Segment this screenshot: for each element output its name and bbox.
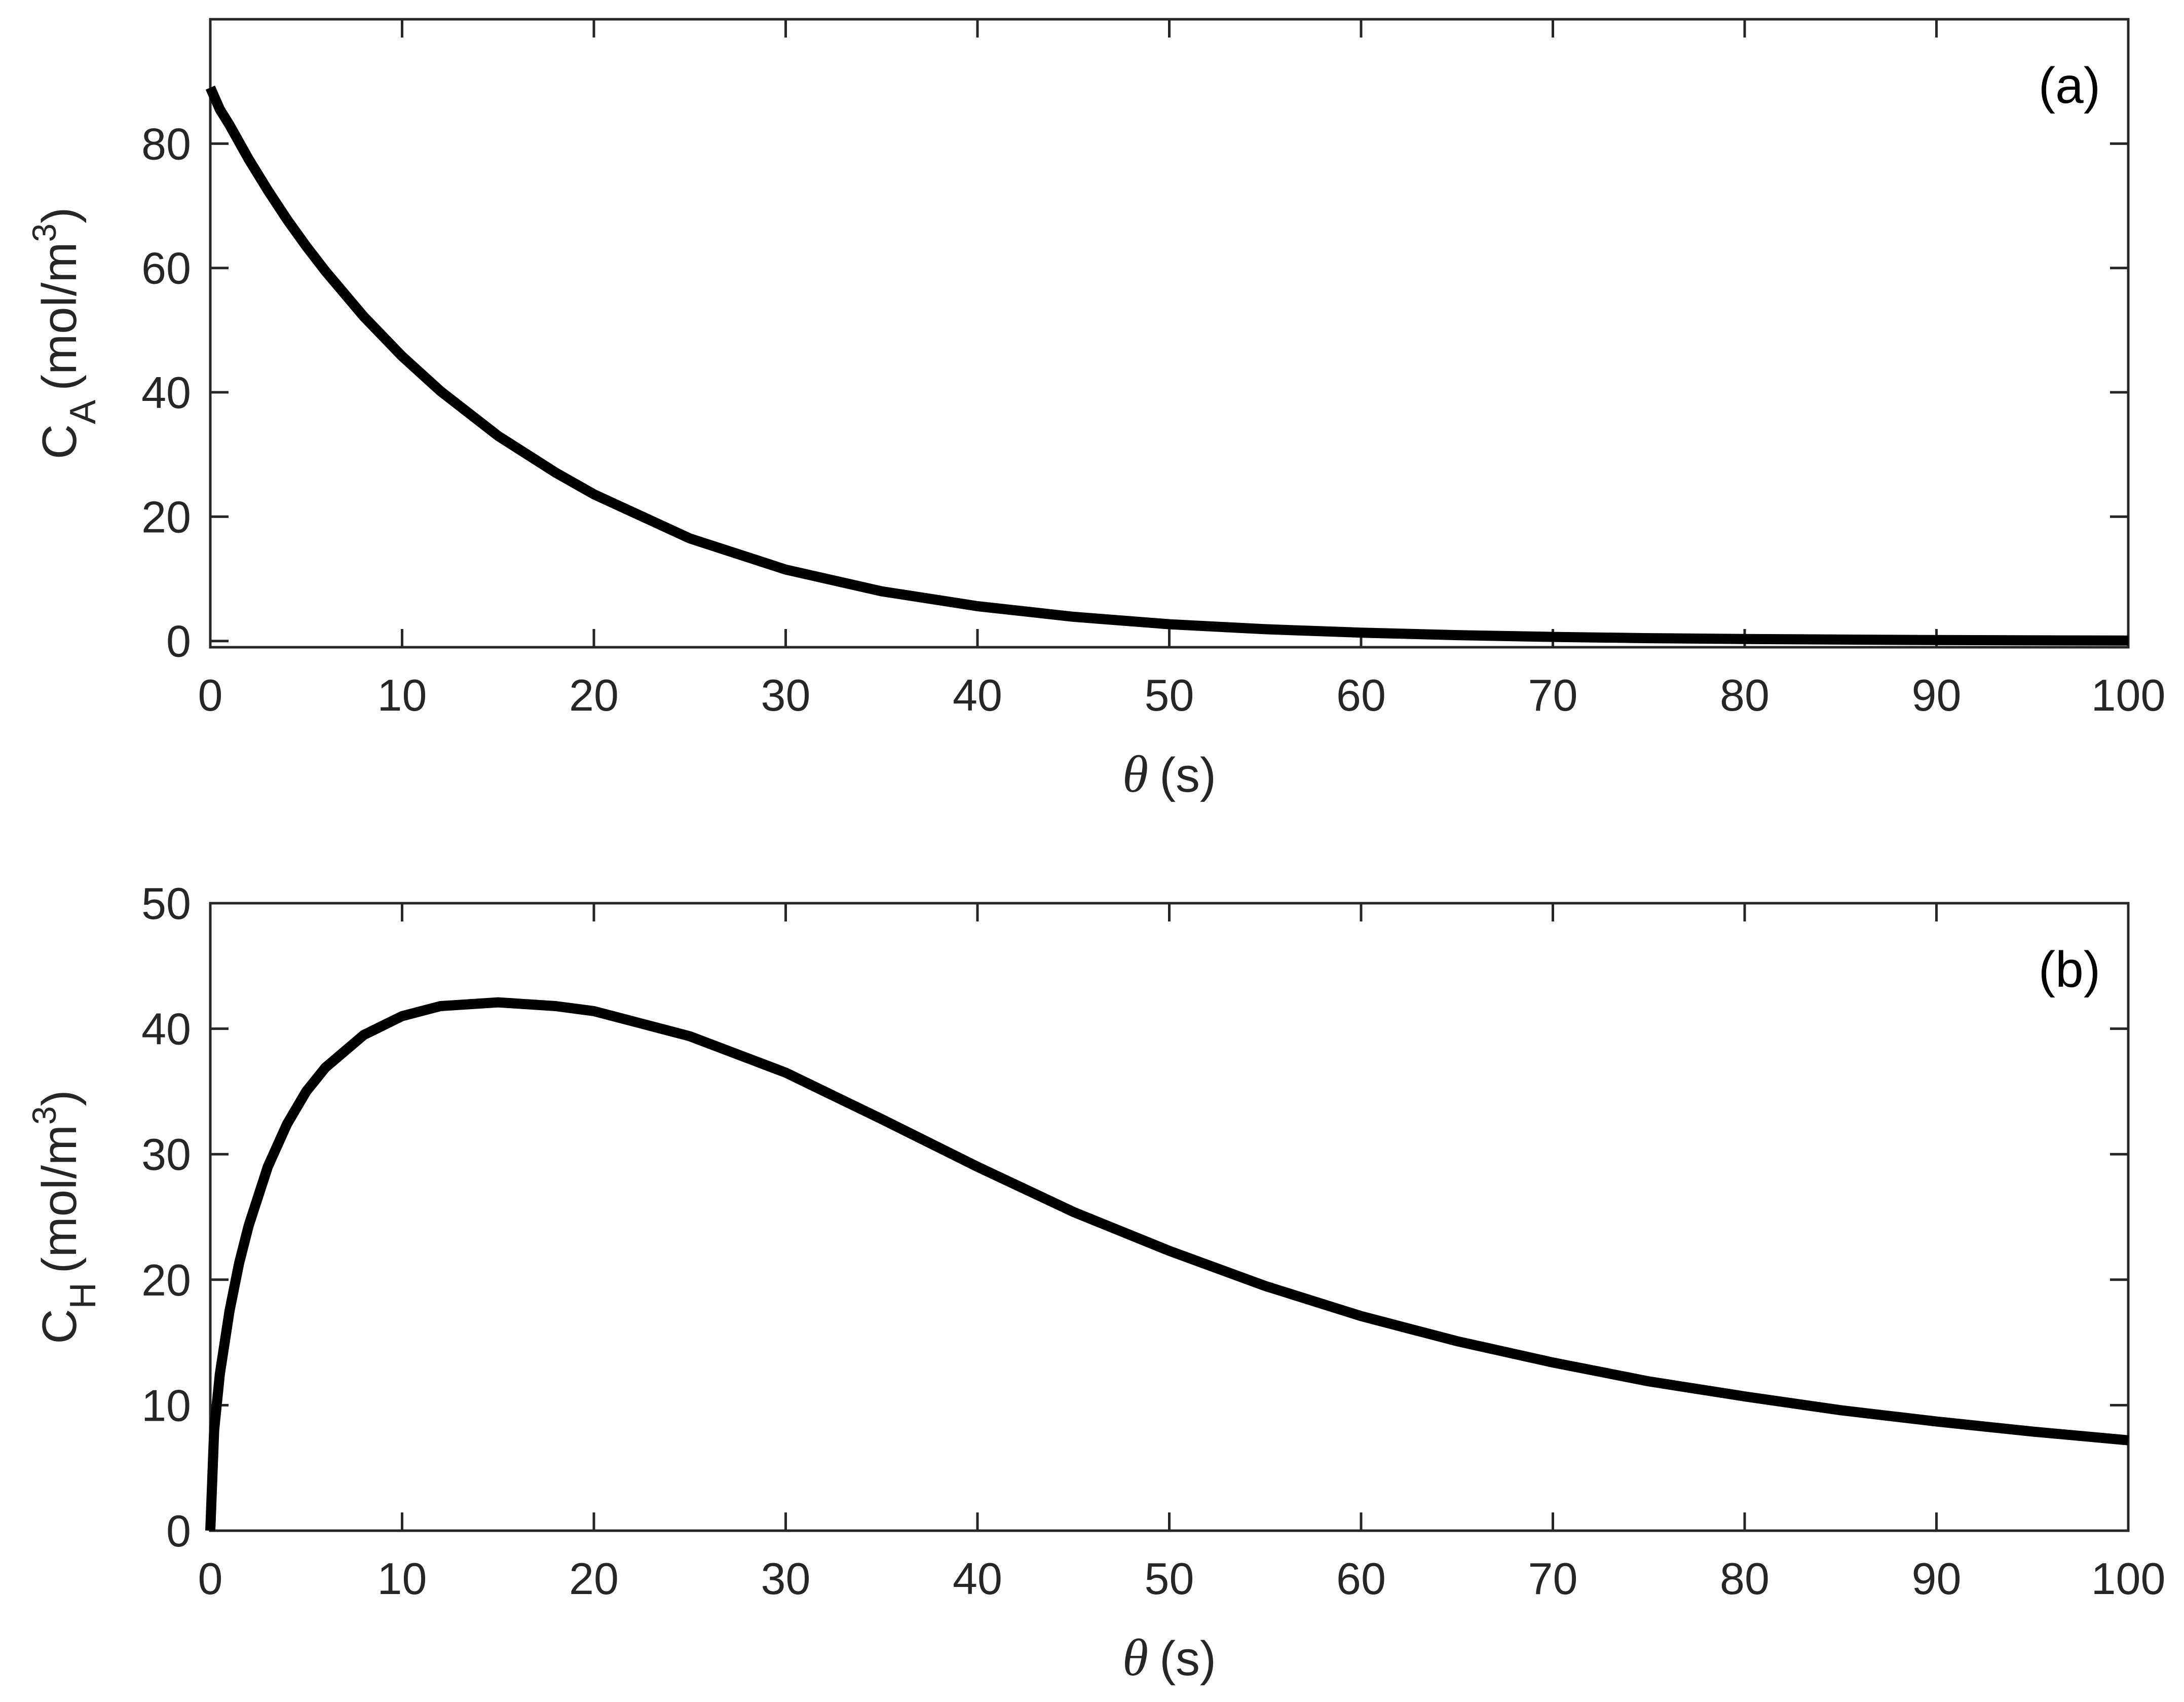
panel-b-xtick-label: 90 xyxy=(1912,1553,1962,1604)
panel-a-xtick-label: 100 xyxy=(2091,670,2166,720)
panel-b-label: (b) xyxy=(2039,941,2100,998)
panel-b-xtick-label: 80 xyxy=(1720,1553,1769,1604)
panel-a-ytick-label: 80 xyxy=(141,119,191,169)
panel-b-xtick-label: 100 xyxy=(2091,1553,2166,1604)
panel-b-xtick-label: 20 xyxy=(569,1553,619,1604)
panel-b-ytick-label: 10 xyxy=(141,1380,191,1430)
panel-b-xtick-label: 50 xyxy=(1145,1553,1194,1604)
xlabel-unit: (s) xyxy=(1159,748,1216,802)
panel-a-ylabel: CA (mol/m3) xyxy=(25,207,103,459)
panel-a-series-line xyxy=(205,85,2129,646)
panel-a-xtick-label: 50 xyxy=(1145,670,1194,720)
panel-a-xtick-label: 90 xyxy=(1912,670,1962,720)
ylabel-subscript: H xyxy=(63,1282,103,1309)
panel-b-xtick-label: 10 xyxy=(378,1553,427,1604)
panel-a-xtick-label: 60 xyxy=(1336,670,1386,720)
panel-a: 0 10 20 30 40 50 60 70 80 90 100 0 20 40 60 80 (a) θ (s) CA… xyxy=(25,18,2166,803)
ylabel-base: C xyxy=(32,424,87,459)
panel-b-ytick-label: 0 xyxy=(166,1506,191,1556)
panel-b-ytick-label: 50 xyxy=(141,878,191,929)
panel-a-axes-frame xyxy=(209,18,2130,649)
theta-symbol: θ xyxy=(1122,1629,1148,1687)
panel-a-xtick-label: 40 xyxy=(953,670,1002,720)
panel-b-xtick-label: 60 xyxy=(1336,1553,1386,1604)
ylabel-unit-suffix: ) xyxy=(32,1090,87,1106)
panel-a-label: (a) xyxy=(2039,57,2100,114)
panel-a-ytick-label: 40 xyxy=(141,367,191,418)
ylabel-superscript: 3 xyxy=(25,224,63,242)
panel-a-xtick-label: 80 xyxy=(1720,670,1769,720)
panel-b-xtick-label: 70 xyxy=(1528,1553,1578,1604)
ylabel-superscript: 3 xyxy=(25,1106,63,1125)
panel-a-xtick-label: 30 xyxy=(761,670,811,720)
panel-b-xtick-label: 40 xyxy=(953,1553,1002,1604)
panel-b-ytick-label: 30 xyxy=(141,1129,191,1179)
panel-a-ytick-label: 20 xyxy=(141,492,191,542)
panel-b-ytick-label: 20 xyxy=(141,1255,191,1305)
panel-b-ytick-label: 40 xyxy=(141,1004,191,1054)
panel-a-ytick-label: 60 xyxy=(141,243,191,293)
ylabel-unit-suffix: ) xyxy=(32,207,87,224)
panel-b-xtick-label: 0 xyxy=(198,1553,223,1604)
panel-a-xtick-label: 10 xyxy=(378,670,427,720)
panel-a-xtick-label: 20 xyxy=(569,670,619,720)
ylabel-unit-prefix: (mol/m xyxy=(32,242,87,391)
theta-symbol: θ xyxy=(1122,745,1148,803)
ylabel-subscript: A xyxy=(63,400,103,424)
xlabel-unit: (s) xyxy=(1159,1632,1216,1686)
panel-a-xlabel: θ (s) xyxy=(1122,745,1216,803)
panel-b-xlabel: θ (s) xyxy=(1122,1629,1216,1687)
panel-a-xtick-label: 0 xyxy=(198,670,223,720)
panel-b-xtick-label: 30 xyxy=(761,1553,811,1604)
ylabel-unit-prefix: (mol/m xyxy=(32,1125,87,1273)
panel-b-ylabel: CH (mol/m3) xyxy=(25,1090,103,1344)
ylabel-base: C xyxy=(32,1309,87,1344)
panel-b: 0 10 20 30 40 50 60 70 80 90 100 0 10 20 30 40 50 (b) θ (s)… xyxy=(25,878,2165,1687)
panel-a-ytick-label: 0 xyxy=(166,616,191,667)
panel-b-series-line xyxy=(205,997,2129,1531)
panel-a-xtick-label: 70 xyxy=(1528,670,1578,720)
